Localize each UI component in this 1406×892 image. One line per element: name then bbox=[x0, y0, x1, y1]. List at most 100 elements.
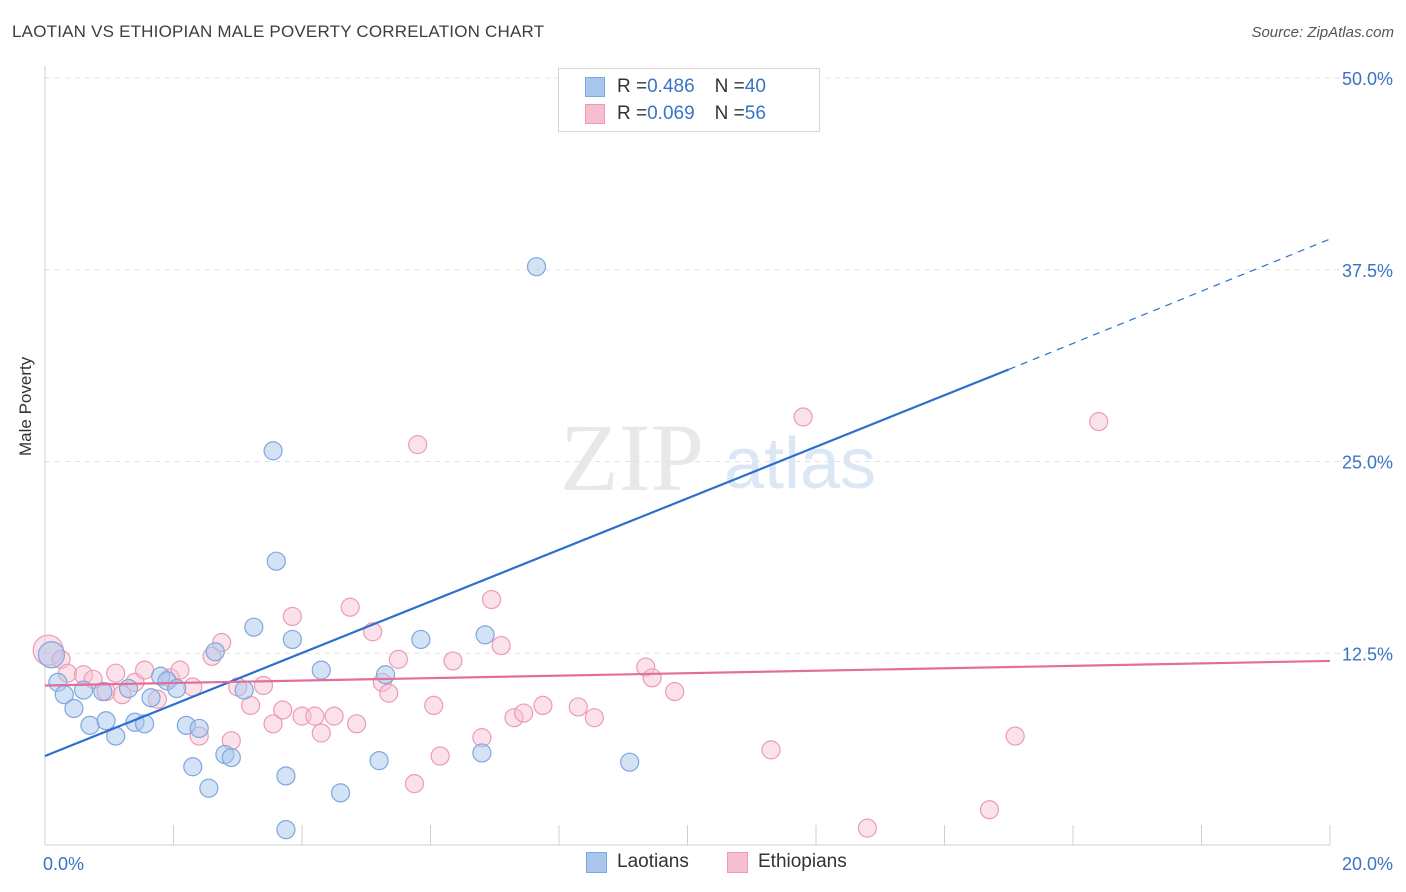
ethiopian-point bbox=[388, 649, 408, 669]
laotian-point bbox=[472, 743, 492, 763]
legend-label-ethiopians: Ethiopians bbox=[758, 851, 847, 872]
laotian-point bbox=[234, 680, 254, 700]
ethiopian-point bbox=[1089, 412, 1109, 432]
correlation-legend: R = 0.486 N = 40 R = 0.069 N = 56 bbox=[558, 68, 820, 132]
laotian-point bbox=[189, 718, 209, 739]
axes bbox=[44, 66, 1331, 846]
laotian-point bbox=[282, 629, 302, 650]
laotian-point bbox=[141, 688, 161, 708]
legend-label-laotians: Laotians bbox=[617, 851, 689, 872]
y-tick-label: 12.5% bbox=[1342, 644, 1393, 664]
ethiopian-point bbox=[263, 714, 283, 734]
legend-row-laotians: R = 0.486 N = 40 bbox=[585, 75, 766, 99]
svg-text:atlas: atlas bbox=[724, 424, 876, 504]
ethiopian-point bbox=[347, 714, 367, 734]
y-axis-label: Male Poverty bbox=[16, 356, 35, 456]
ethiopian-point bbox=[1005, 726, 1025, 746]
ethiopian-point bbox=[282, 606, 302, 627]
legend-r-value: 0.486 bbox=[647, 76, 695, 97]
laotian-point bbox=[80, 715, 100, 735]
laotian-point bbox=[620, 752, 640, 772]
ethiopian-point bbox=[305, 706, 325, 726]
y-tick-label: 50.0% bbox=[1342, 69, 1393, 89]
legend-n-value: 56 bbox=[744, 103, 766, 124]
ethiopian-point bbox=[253, 675, 274, 696]
series-legend: Laotians Ethiopians bbox=[0, 851, 1406, 877]
ethiopian-point bbox=[491, 635, 511, 656]
ethiopian-point bbox=[408, 435, 428, 455]
source-label: Source: ZipAtlas.com bbox=[1251, 24, 1394, 41]
ethiopian-point bbox=[665, 681, 685, 702]
legend-r-label: R = bbox=[617, 103, 648, 124]
legend-n-value: 40 bbox=[744, 76, 766, 97]
laotian-point bbox=[199, 778, 219, 798]
ethiopian-point bbox=[857, 818, 878, 838]
laotian-point bbox=[96, 711, 116, 731]
chart-title: LAOTIAN VS ETHIOPIAN MALE POVERTY CORREL… bbox=[12, 22, 545, 41]
ethiopian-point bbox=[340, 597, 360, 617]
zipatlas-watermark: ZIP atlas bbox=[560, 404, 876, 511]
x-tick-label: 0.0% bbox=[43, 854, 84, 874]
legend-item-laotians: Laotians bbox=[586, 851, 689, 873]
ethiopian-point bbox=[636, 657, 656, 677]
legend-r-label: R = bbox=[617, 76, 648, 97]
y-tick-label: 25.0% bbox=[1342, 453, 1393, 473]
laotian-point bbox=[369, 751, 389, 771]
legend-item-ethiopians: Ethiopians bbox=[727, 851, 847, 873]
laotian-point bbox=[263, 441, 283, 461]
ethiopian-point bbox=[311, 723, 331, 743]
laotian-point bbox=[276, 766, 296, 786]
laotian-point bbox=[64, 698, 84, 719]
laotian-point bbox=[475, 625, 495, 645]
laotian-point bbox=[93, 681, 113, 702]
ethiopian-point bbox=[404, 774, 425, 794]
laotian-point bbox=[134, 714, 155, 734]
ethiopian-point bbox=[443, 651, 463, 671]
ethiopian-point bbox=[504, 708, 524, 728]
ethiopians-swatch bbox=[585, 104, 605, 124]
ethiopian-point bbox=[430, 746, 450, 766]
ethiopian-point bbox=[424, 695, 444, 716]
svg-text:ZIP: ZIP bbox=[560, 404, 704, 511]
grid-lines bbox=[45, 77, 1395, 654]
ethiopian-point bbox=[324, 706, 344, 726]
legend-n-label: N = bbox=[714, 76, 745, 97]
ethiopian-point bbox=[106, 663, 126, 683]
legend-n-label: N = bbox=[714, 103, 745, 124]
y-tick-label: 37.5% bbox=[1342, 261, 1393, 281]
laotian-point bbox=[183, 757, 203, 777]
ethiopian-point bbox=[979, 800, 1000, 820]
trend-lines bbox=[44, 238, 1331, 758]
laotians-trend-extension bbox=[1008, 238, 1331, 371]
laotian-point bbox=[526, 257, 547, 277]
ethiopian-point bbox=[134, 660, 155, 680]
laotian-point bbox=[411, 629, 431, 650]
laotians-swatch bbox=[586, 851, 607, 873]
ethiopians-trend-line bbox=[44, 659, 1331, 687]
ethiopian-point bbox=[481, 589, 502, 610]
ethiopian-point bbox=[379, 683, 399, 703]
ethiopian-point bbox=[584, 708, 604, 728]
laotian-point bbox=[244, 617, 264, 637]
laotian-point bbox=[276, 820, 296, 840]
tick-labels: 12.5% 25.0% 37.5% 50.0% 0.0% 20.0% bbox=[43, 69, 1393, 874]
legend-r-value: 0.069 bbox=[647, 103, 695, 124]
laotian-point bbox=[266, 551, 286, 571]
laotian-point bbox=[118, 678, 139, 699]
ethiopians-swatch bbox=[727, 851, 748, 873]
laotian-point bbox=[330, 783, 351, 803]
laotians-trend-line bbox=[44, 368, 1010, 758]
laotians-swatch bbox=[585, 77, 605, 97]
ethiopian-point bbox=[568, 697, 588, 717]
ethiopian-point bbox=[642, 668, 662, 688]
laotian-point bbox=[311, 660, 331, 680]
ethiopian-point bbox=[761, 740, 781, 760]
laotian-point bbox=[221, 747, 241, 768]
ethiopian-point bbox=[273, 700, 293, 720]
laotian-point bbox=[205, 642, 225, 662]
laotian-point bbox=[37, 641, 66, 669]
ethiopian-point bbox=[533, 695, 553, 716]
ethiopian-point bbox=[793, 407, 813, 427]
ethiopian-point bbox=[514, 703, 534, 723]
